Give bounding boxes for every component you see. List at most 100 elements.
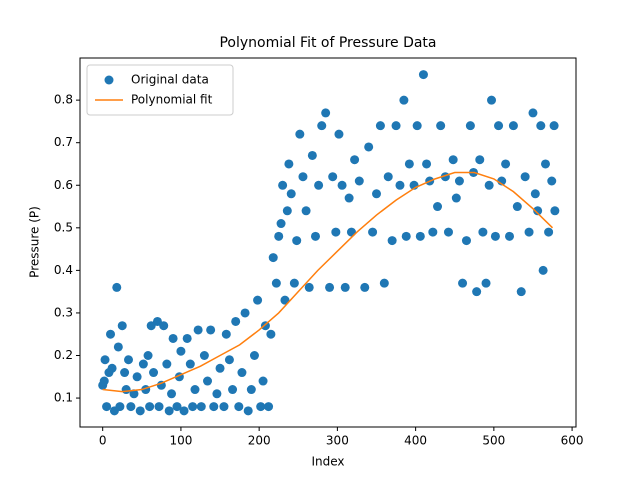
y-tick-label: 0.2 bbox=[54, 348, 73, 362]
legend-label: Original data bbox=[131, 73, 209, 87]
data-point bbox=[203, 376, 213, 386]
data-point bbox=[206, 325, 216, 335]
data-point bbox=[331, 227, 341, 237]
data-point bbox=[298, 172, 308, 182]
data-point bbox=[266, 329, 276, 339]
data-point bbox=[401, 231, 411, 241]
chart-title: Polynomial Fit of Pressure Data bbox=[219, 35, 436, 51]
data-point bbox=[162, 359, 172, 369]
data-point bbox=[121, 385, 131, 395]
data-point bbox=[258, 376, 268, 386]
data-point bbox=[508, 121, 518, 131]
y-tick-label: 0.3 bbox=[54, 305, 73, 319]
data-point bbox=[199, 350, 209, 360]
data-point bbox=[107, 363, 117, 373]
data-point bbox=[185, 359, 195, 369]
y-tick-label: 0.4 bbox=[54, 263, 73, 277]
data-point bbox=[530, 189, 540, 199]
data-point bbox=[512, 202, 522, 212]
data-point bbox=[317, 121, 327, 131]
data-point bbox=[487, 95, 497, 105]
data-point bbox=[138, 359, 148, 369]
plot-frame bbox=[79, 57, 577, 428]
data-point bbox=[117, 321, 127, 331]
data-point bbox=[540, 159, 550, 169]
data-point bbox=[478, 227, 488, 237]
data-point bbox=[237, 368, 247, 378]
data-point bbox=[215, 363, 225, 373]
data-point bbox=[156, 380, 166, 390]
data-point bbox=[536, 121, 546, 131]
data-point bbox=[544, 227, 554, 237]
data-point bbox=[325, 282, 335, 292]
data-point bbox=[354, 176, 364, 186]
data-point bbox=[145, 402, 155, 412]
data-point bbox=[433, 202, 443, 212]
data-point bbox=[528, 108, 538, 118]
y-axis-label: Pressure (P) bbox=[28, 206, 42, 278]
data-point bbox=[221, 329, 231, 339]
data-point bbox=[505, 231, 515, 241]
data-point bbox=[550, 206, 560, 216]
data-point bbox=[494, 121, 504, 131]
data-point bbox=[451, 193, 461, 203]
data-point bbox=[196, 402, 206, 412]
y-tick-label: 0.1 bbox=[54, 391, 73, 405]
x-tick-label: 300 bbox=[326, 434, 349, 448]
data-point bbox=[219, 402, 229, 412]
legend-marker bbox=[104, 75, 114, 85]
data-point bbox=[458, 278, 468, 288]
data-point bbox=[289, 278, 299, 288]
data-point bbox=[418, 70, 428, 80]
data-point bbox=[179, 406, 189, 416]
data-point bbox=[120, 368, 130, 378]
x-tick-label: 600 bbox=[561, 434, 584, 448]
data-point bbox=[340, 282, 350, 292]
data-point bbox=[240, 308, 250, 318]
data-point bbox=[182, 333, 192, 343]
data-point bbox=[231, 316, 241, 326]
data-point bbox=[126, 402, 136, 412]
y-tick-label: 0.6 bbox=[54, 178, 73, 192]
data-point bbox=[391, 121, 401, 131]
data-point bbox=[307, 150, 317, 160]
data-point bbox=[501, 159, 511, 169]
data-point bbox=[135, 406, 145, 416]
data-point bbox=[344, 193, 354, 203]
data-point bbox=[129, 389, 139, 399]
x-tick-label: 400 bbox=[404, 434, 427, 448]
data-point bbox=[190, 385, 200, 395]
fit-line bbox=[102, 171, 554, 393]
data-point bbox=[124, 355, 134, 365]
data-point bbox=[209, 402, 219, 412]
data-point bbox=[115, 402, 125, 412]
y-tick-label: 0.5 bbox=[54, 220, 73, 234]
data-point bbox=[443, 227, 453, 237]
data-point bbox=[465, 121, 475, 131]
data-point bbox=[282, 206, 292, 216]
data-point bbox=[375, 121, 385, 131]
data-point bbox=[112, 282, 122, 292]
data-point bbox=[475, 155, 485, 165]
data-point bbox=[243, 406, 253, 416]
data-point bbox=[159, 321, 169, 331]
data-point bbox=[481, 278, 491, 288]
x-tick-label: 0 bbox=[99, 434, 107, 448]
data-point bbox=[549, 121, 559, 131]
data-point bbox=[301, 206, 311, 216]
data-point bbox=[164, 406, 174, 416]
data-point bbox=[188, 402, 198, 412]
data-point bbox=[292, 236, 302, 246]
data-point bbox=[383, 172, 393, 182]
data-point bbox=[154, 402, 164, 412]
data-point bbox=[256, 402, 266, 412]
data-point bbox=[387, 236, 397, 246]
data-point bbox=[350, 155, 360, 165]
data-point bbox=[99, 376, 109, 386]
data-point bbox=[484, 180, 494, 190]
data-point bbox=[286, 189, 296, 199]
data-point bbox=[100, 355, 110, 365]
data-point bbox=[334, 129, 344, 139]
x-axis-label: Index bbox=[311, 455, 344, 469]
data-point bbox=[395, 180, 405, 190]
